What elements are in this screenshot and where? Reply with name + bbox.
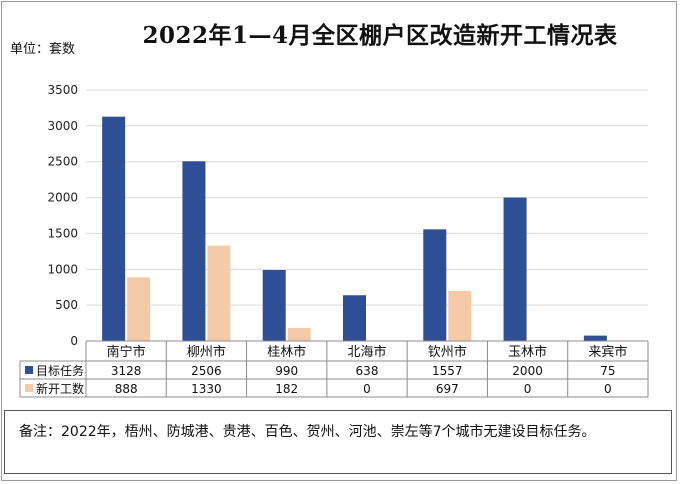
data-label: 0: [604, 382, 612, 396]
bar-target: [583, 335, 607, 341]
bar-target: [262, 270, 286, 341]
x-tick-label: 北海市: [347, 344, 386, 360]
footnote: 备注：2022年，梧州、防城港、贵港、百色、贺州、河池、崇左等7个城市无建设目标…: [4, 410, 672, 474]
x-tick-label: 桂林市: [267, 344, 306, 360]
y-tick-label: 1500: [47, 226, 78, 240]
x-tick-label: 玉林市: [508, 344, 547, 360]
y-tick-label: 1000: [47, 262, 78, 276]
data-label: 2506: [191, 364, 222, 378]
bar-target: [182, 161, 206, 341]
data-label: 697: [436, 382, 459, 396]
y-tick-label: 500: [55, 298, 78, 312]
legend-swatch: [25, 366, 33, 374]
legend-label: 目标任务: [36, 363, 84, 378]
data-label: 0: [524, 382, 532, 396]
data-label: 638: [356, 364, 379, 378]
data-label: 2000: [512, 364, 543, 378]
data-label: 75: [600, 364, 615, 378]
bar-target: [343, 295, 366, 341]
chart-title: 2022年1—4月全区棚户区改造新开工情况表: [142, 22, 618, 49]
bar-new: [127, 277, 151, 341]
x-tick-label: 钦州市: [428, 344, 467, 360]
y-tick-label: 2500: [47, 155, 78, 169]
x-tick-label: 来宾市: [588, 344, 627, 360]
bar-target: [503, 197, 527, 341]
x-tick-label: 南宁市: [107, 344, 146, 360]
data-label: 182: [275, 382, 298, 396]
bar-new: [448, 291, 472, 341]
y-tick-label: 3000: [47, 119, 78, 133]
data-label: 1330: [191, 382, 222, 396]
data-label: 0: [363, 382, 371, 396]
legend-swatch: [25, 384, 33, 392]
data-label: 990: [275, 364, 298, 378]
legend-label: 新开工数: [36, 381, 84, 396]
bar-new: [207, 245, 231, 341]
data-label: 1557: [432, 364, 463, 378]
bar-target: [102, 116, 126, 342]
x-tick-label: 柳州市: [187, 344, 226, 360]
y-tick-label: 2000: [47, 191, 78, 205]
unit-label: 单位：套数: [10, 42, 76, 57]
y-tick-label: 0: [70, 334, 78, 348]
bar-chart: 0 500 1000 1500 2000 2500 3000 3500 南宁市 3128 888 柳州…: [19, 83, 649, 398]
y-tick-label: 3500: [47, 83, 78, 97]
data-label: 888: [115, 382, 138, 396]
bar-target: [423, 229, 447, 341]
bar-new: [287, 327, 311, 341]
data-label: 3128: [111, 364, 142, 378]
